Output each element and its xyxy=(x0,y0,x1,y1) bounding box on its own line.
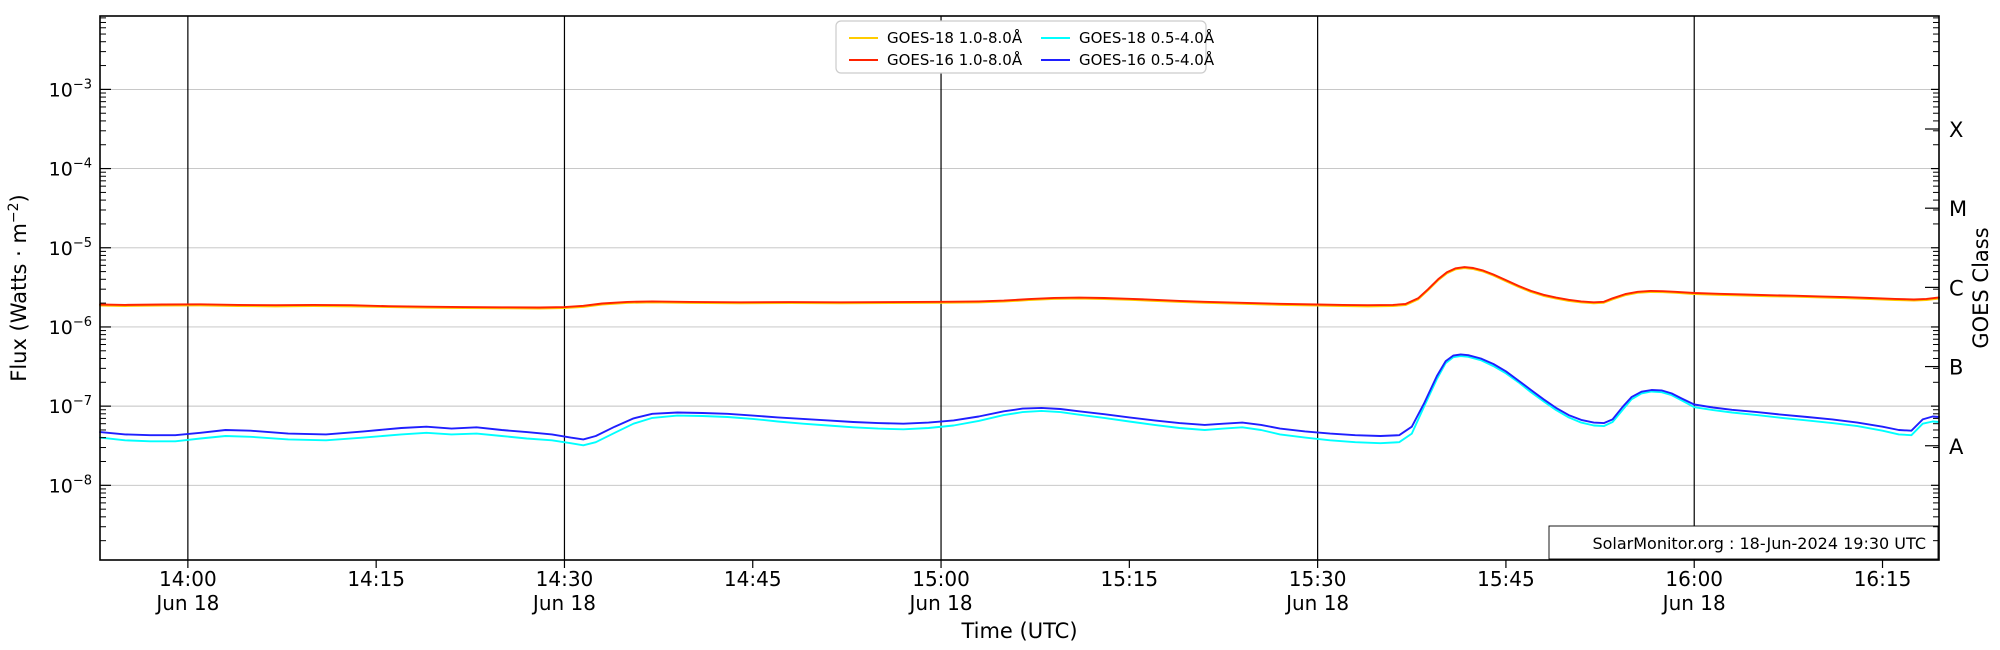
class-label: A xyxy=(1949,435,1964,459)
x-tick-label: 16:00 xyxy=(1665,567,1723,591)
y-tick-label: 10−8 xyxy=(49,473,92,497)
legend-box xyxy=(835,20,1207,74)
y-tick-label: 10−3 xyxy=(49,77,92,101)
legend: GOES-18 1.0-8.0Å GOES-16 1.0-8.0Å GOES-18 … xyxy=(835,20,1215,74)
right-axis-title: GOES Class xyxy=(1969,227,1993,348)
y-axis-title: Flux (Watts · m−2) xyxy=(6,194,31,382)
x-tick-sublabel: Jun 18 xyxy=(154,591,219,615)
series-goes-16-1-0-8-0 xyxy=(99,266,1940,309)
class-label: M xyxy=(1949,197,1967,221)
legend-label: GOES-18 0.5-4.0Å xyxy=(1079,28,1215,47)
y-tick-label: 10−7 xyxy=(49,394,92,418)
x-tick-label: 14:00 xyxy=(159,567,217,591)
legend-label: GOES-16 0.5-4.0Å xyxy=(1079,50,1215,69)
day-boundary-lines xyxy=(187,16,1695,560)
legend-label: GOES-18 1.0-8.0Å xyxy=(887,28,1023,47)
x-tick-label: 15:45 xyxy=(1477,567,1535,591)
series-goes-18-0-5-4-0 xyxy=(99,355,1940,447)
x-tick-sublabel: Jun 18 xyxy=(1661,591,1726,615)
x-tick-label: 15:00 xyxy=(912,567,970,591)
annotation-box xyxy=(1548,525,1939,560)
series-layer xyxy=(99,266,1940,447)
series-goes-18-1-0-8-0 xyxy=(99,267,1940,310)
y-tick-label: 10−6 xyxy=(49,315,92,339)
x-tick-sublabel: Jun 18 xyxy=(908,591,973,615)
x-tick-label: 15:30 xyxy=(1289,567,1347,591)
class-label: C xyxy=(1949,276,1964,300)
x-tick-label: 14:45 xyxy=(724,567,782,591)
x-tick-label: 14:30 xyxy=(536,567,594,591)
y-tick-label: 10−5 xyxy=(49,236,92,260)
y-tick-label: 10−4 xyxy=(49,157,92,181)
x-axis-title: Time (UTC) xyxy=(960,619,1077,643)
class-label: X xyxy=(1949,118,1963,142)
annotation-layer: SolarMonitor.org : 18-Jun-2024 19:30 UTC xyxy=(1548,525,1939,560)
plot-border xyxy=(99,15,1940,561)
legend-label: GOES-16 1.0-8.0Å xyxy=(887,50,1023,69)
x-tick-sublabel: Jun 18 xyxy=(1284,591,1349,615)
series-goes-16-0-5-4-0 xyxy=(99,353,1940,441)
class-label: B xyxy=(1949,356,1963,380)
x-tick-sublabel: Jun 18 xyxy=(531,591,596,615)
x-tick-label: 15:15 xyxy=(1101,567,1159,591)
watermark-text: SolarMonitor.org : 18-Jun-2024 19:30 UTC xyxy=(1592,534,1926,553)
x-tick-label: 14:15 xyxy=(347,567,405,591)
x-tick-label: 16:15 xyxy=(1854,567,1912,591)
grid-layer xyxy=(100,88,1939,486)
